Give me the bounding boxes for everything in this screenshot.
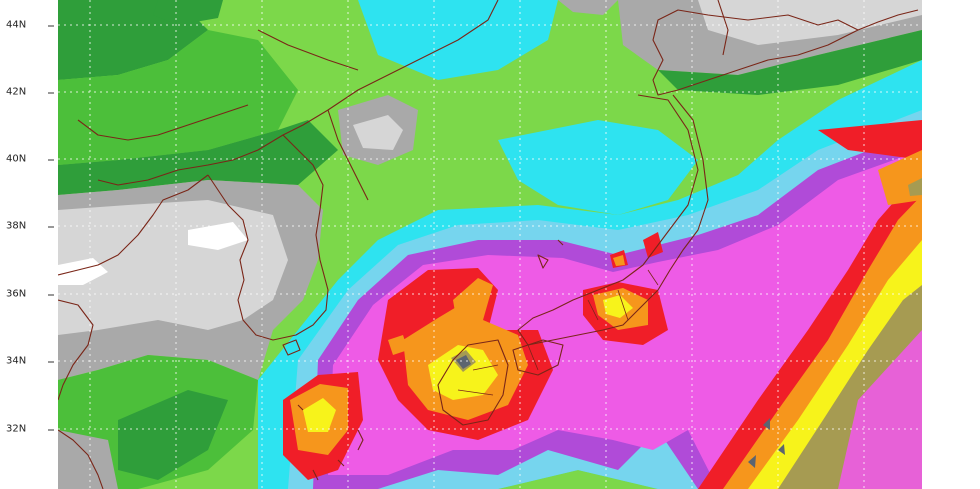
shading-gray-southwest xyxy=(58,430,118,489)
map-canvas xyxy=(58,0,922,489)
prefecture-lines xyxy=(457,269,659,396)
shading-olive-top-right xyxy=(908,178,922,196)
coastline-small-islands xyxy=(297,239,564,481)
shading-dark-green-top xyxy=(153,0,223,25)
shading-white-patch-1 xyxy=(188,222,248,250)
coastlines xyxy=(58,0,919,489)
lat-lon-gridlines xyxy=(58,0,922,489)
shading-orange-small-patch xyxy=(613,255,625,266)
shading-orange-north-spur xyxy=(453,278,493,330)
right-margin xyxy=(922,0,980,489)
coastline-hokkaido xyxy=(652,9,859,96)
lat-label-42n: 42N xyxy=(6,87,54,98)
shading-red-northeast-patch xyxy=(643,232,663,258)
coastline-china-lower xyxy=(58,429,104,489)
lat-label-44n: 44N xyxy=(6,20,54,31)
shading-dark-green-southwest xyxy=(118,390,228,480)
shading-yellow-center xyxy=(428,345,498,400)
shading-green-north xyxy=(58,30,298,165)
lat-label-38n: 38N xyxy=(6,221,54,232)
coastline-jeju xyxy=(282,339,301,356)
coastline-sakhalin xyxy=(717,0,729,56)
coastline-china-south xyxy=(58,299,94,401)
shading-yellow-west xyxy=(303,398,336,432)
lat-label-34n: 34N xyxy=(6,356,54,367)
coastline-shikoku xyxy=(512,339,564,376)
coastline-honshu xyxy=(517,94,709,346)
shading-cyan-central xyxy=(498,120,698,215)
border-line-3 xyxy=(327,109,369,201)
border-line-1 xyxy=(77,104,249,141)
shading-magenta-east-edge xyxy=(838,330,922,489)
coastline-bohai xyxy=(58,174,209,276)
coastline-kyushu xyxy=(437,339,509,426)
coastline-north-mainland xyxy=(97,0,499,186)
lat-label-40n: 40N xyxy=(6,154,54,165)
shading-red-top-right xyxy=(818,120,922,160)
shading-gray-top-center xyxy=(558,0,618,15)
shading-slate-core xyxy=(456,355,471,369)
latitude-axis: 44N 42N 40N 38N 36N 34N 32N xyxy=(0,0,58,489)
shading-light-gray-liaodong xyxy=(353,115,403,150)
coastline-kurils xyxy=(857,9,919,31)
shading-white-patch-2 xyxy=(58,258,108,285)
shading-dark-green-northeast xyxy=(658,30,922,95)
shading-slate-triangles xyxy=(748,418,785,468)
precipitation-map xyxy=(58,0,922,489)
coastline-korea xyxy=(207,134,329,341)
border-line-2 xyxy=(257,29,359,71)
shading-orange-dot xyxy=(388,335,408,355)
lat-label-36n: 36N xyxy=(6,289,54,300)
lat-label-32n: 32N xyxy=(6,424,54,435)
shading-dark-green-band xyxy=(58,120,338,195)
